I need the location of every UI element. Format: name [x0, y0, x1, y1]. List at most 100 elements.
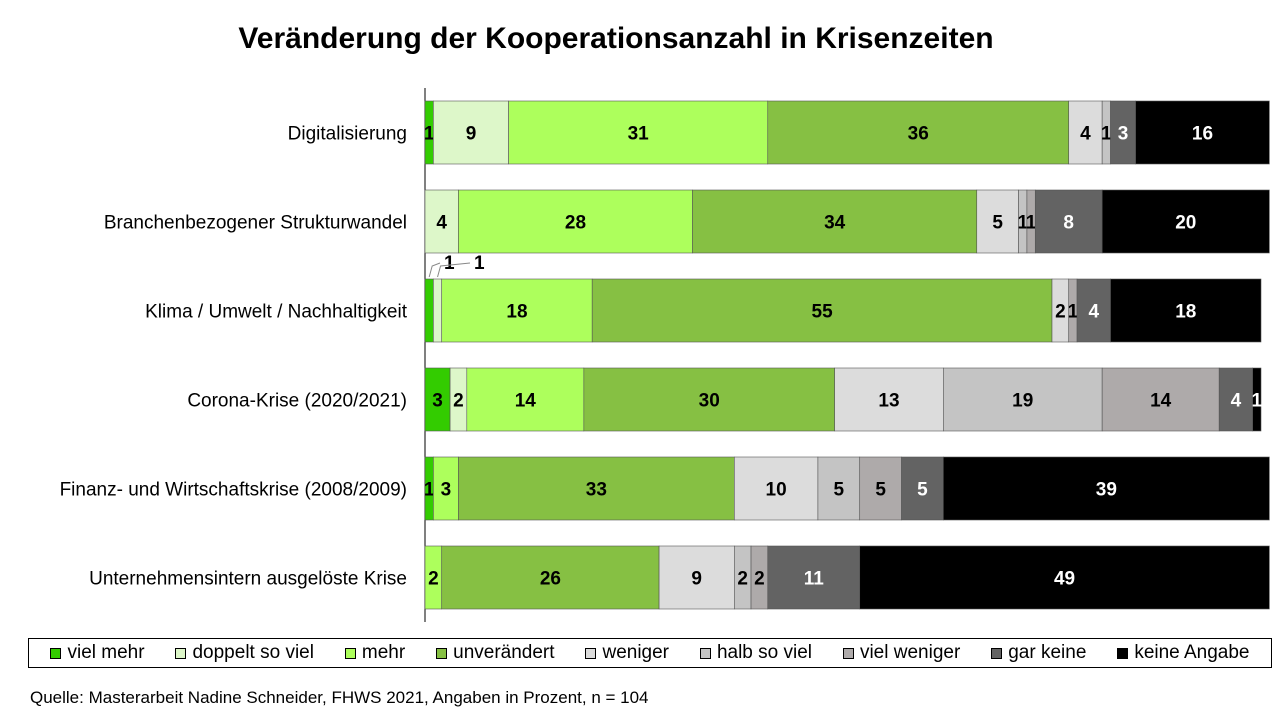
category-label: Digitalisierung [288, 124, 407, 145]
data-label: 5 [834, 480, 845, 501]
legend-item: gar keine [991, 642, 1086, 664]
legend-label: mehr [361, 642, 406, 663]
legend-label: doppelt so viel [192, 642, 314, 663]
bar-segment [943, 456, 1270, 521]
data-label: 3 [432, 391, 443, 412]
bar-segment [692, 189, 978, 254]
legend-label: halb so viel [716, 642, 813, 663]
legend-swatch [50, 647, 62, 659]
data-label: 8 [1063, 213, 1074, 234]
legend-item: doppelt so viel [175, 642, 314, 664]
data-label: 1 [1252, 391, 1263, 412]
legend-swatch [842, 647, 854, 659]
data-label: 1 [1026, 213, 1037, 234]
data-label: 26 [540, 569, 561, 590]
data-label: 39 [1096, 480, 1117, 501]
data-label: 14 [1150, 391, 1172, 412]
bar-segment [1076, 278, 1111, 343]
bar-segment [441, 278, 593, 343]
callout-leader-line [428, 262, 441, 278]
legend-swatch [436, 647, 448, 659]
data-label: 4 [436, 213, 447, 234]
bar-segment [1101, 189, 1270, 254]
bar-segment [658, 545, 735, 610]
data-label: 31 [628, 124, 650, 145]
data-label: 9 [466, 124, 477, 145]
data-label: 11 [804, 569, 825, 590]
bar-segment [943, 367, 1103, 432]
data-label: 14 [515, 391, 537, 412]
legend-swatch [699, 647, 711, 659]
data-label: 3 [441, 480, 452, 501]
data-label: 34 [824, 213, 846, 234]
bar-segment [424, 278, 434, 343]
bar-segment [433, 278, 443, 343]
bar-segment [458, 189, 693, 254]
data-label: 2 [754, 569, 765, 590]
data-label: 5 [992, 213, 1003, 234]
legend-label: weniger [602, 642, 670, 663]
data-label: 5 [917, 480, 928, 501]
bar-segment [817, 456, 861, 521]
legend-label: keine Angabe [1134, 642, 1250, 663]
data-label: 10 [766, 480, 787, 501]
bar-segment [859, 456, 902, 521]
data-label: 1 [1101, 124, 1112, 145]
data-label: 33 [586, 480, 607, 501]
data-label: 13 [878, 391, 899, 412]
bar-segment [1034, 189, 1103, 254]
bar-segment [458, 456, 735, 521]
bar-segment [591, 278, 1053, 343]
data-label: 2 [737, 569, 748, 590]
bar-segment [1110, 278, 1262, 343]
legend-item: viel mehr [50, 642, 145, 664]
bar-segment [1135, 100, 1270, 165]
legend-item: halb so viel [699, 642, 813, 664]
bar-segment [583, 367, 835, 432]
data-label: 4 [1080, 124, 1091, 145]
data-label: 28 [565, 213, 586, 234]
data-label: 2 [1055, 302, 1066, 323]
data-label: 36 [908, 124, 929, 145]
data-label: 20 [1175, 213, 1196, 234]
legend-swatch [344, 647, 356, 659]
data-label: 16 [1192, 124, 1213, 145]
bar-segment [767, 545, 861, 610]
data-label: 1 [1068, 302, 1079, 323]
legend-item: keine Angabe [1117, 642, 1250, 664]
legend-swatch [991, 647, 1003, 659]
data-label: 30 [699, 391, 720, 412]
data-label: 55 [812, 302, 834, 323]
bar-segment [433, 100, 509, 165]
legend-item: mehr [344, 642, 406, 664]
stacked-bar-chart: Digitalisierung 1 9 31 36 4 1 3 16Branchenbezoge… [60, 88, 1270, 622]
data-label: 1 [424, 480, 435, 501]
category-label: Unternehmensintern ausgelöste Krise [89, 569, 407, 590]
bar-segment [834, 367, 944, 432]
data-label: 1 [1017, 213, 1028, 234]
data-label: 3 [1118, 124, 1129, 145]
legend-item: weniger [585, 642, 669, 664]
data-label: 9 [691, 569, 702, 590]
data-label: 49 [1054, 569, 1075, 590]
chart-title: Veränderung der Kooperationsanzahl in Kr… [238, 22, 994, 55]
data-label-callout: 1 [444, 253, 455, 274]
data-label-callout: 1 [474, 253, 485, 274]
bar-segment [1218, 367, 1253, 432]
legend-label: viel weniger [859, 642, 961, 663]
bar-segment [424, 189, 459, 254]
bar-segment [466, 367, 585, 432]
legend: viel mehr doppelt so viel mehr unverändert w… [28, 638, 1272, 668]
legend-label: unverändert [453, 642, 555, 663]
data-label: 18 [506, 302, 527, 323]
data-label: 4 [1089, 302, 1100, 323]
data-label: 19 [1012, 391, 1033, 412]
bar-segment [441, 545, 660, 610]
bar-segment [767, 100, 1070, 165]
legend-swatch [175, 647, 187, 659]
legend-item: unverändert [436, 642, 555, 664]
legend-label: viel mehr [67, 642, 145, 663]
data-label: 1 [424, 124, 435, 145]
legend-item: viel weniger [842, 642, 961, 664]
data-label: 5 [875, 480, 886, 501]
